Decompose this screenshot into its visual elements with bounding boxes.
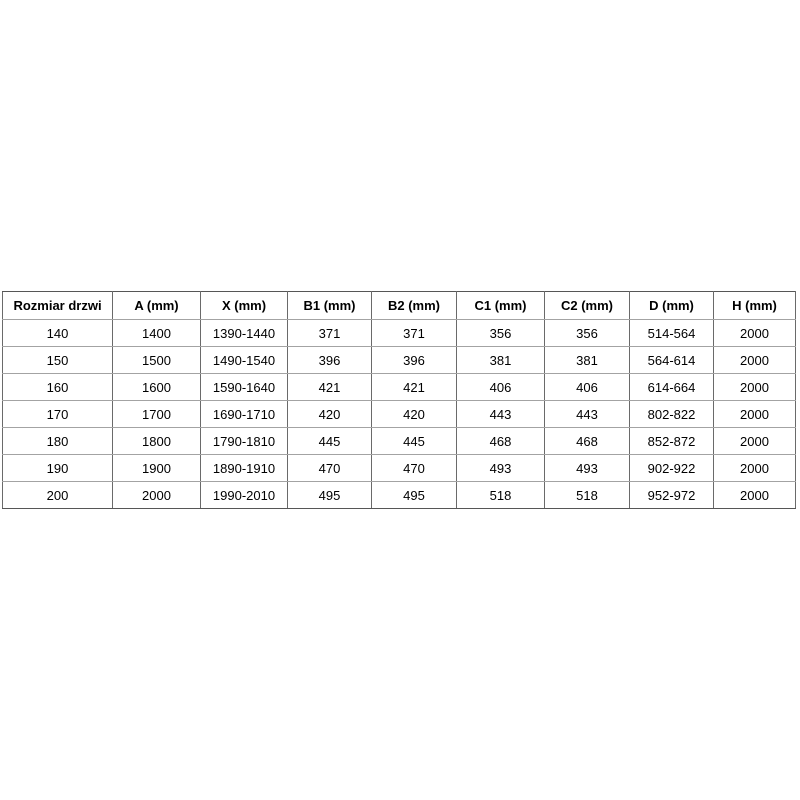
table-cell: 802-822 — [629, 400, 714, 428]
table-cell: 1690-1710 — [200, 400, 288, 428]
table-cell: 1400 — [112, 319, 201, 347]
table-cell: 470 — [371, 454, 457, 482]
table-cell: 2000 — [713, 427, 796, 455]
table-row: 180 1800 1790-1810 445 445 468 468 852-872 2000 — [2, 427, 796, 455]
column-header: A (mm) — [112, 291, 201, 320]
table-cell: 180 — [2, 427, 113, 455]
table-row: 140 1400 1390-1440 371 371 356 356 514-564 2000 — [2, 319, 796, 347]
table-cell: 1900 — [112, 454, 201, 482]
column-header: D (mm) — [629, 291, 714, 320]
table-cell: 150 — [2, 346, 113, 374]
table-cell: 190 — [2, 454, 113, 482]
column-header: X (mm) — [200, 291, 288, 320]
table-body: 140 1400 1390-1440 371 371 356 356 514-564 2000 1… — [2, 319, 796, 509]
table-cell: 381 — [456, 346, 545, 374]
table-cell: 1390-1440 — [200, 319, 288, 347]
table-cell: 1490-1540 — [200, 346, 288, 374]
door-sizing-table: Rozmiar drzwi A (mm) X (mm) B1 (mm) B2 (mm) C… — [2, 291, 796, 509]
table-cell: 420 — [371, 400, 457, 428]
table-cell: 445 — [371, 427, 457, 455]
table-cell: 1600 — [112, 373, 201, 401]
table-cell: 381 — [544, 346, 630, 374]
table-cell: 200 — [2, 481, 113, 509]
table-cell: 396 — [371, 346, 457, 374]
table-cell: 160 — [2, 373, 113, 401]
table-cell: 421 — [371, 373, 457, 401]
column-header: B2 (mm) — [371, 291, 457, 320]
table-cell: 420 — [287, 400, 372, 428]
column-header: C2 (mm) — [544, 291, 630, 320]
table-cell: 1800 — [112, 427, 201, 455]
table-cell: 952-972 — [629, 481, 714, 509]
table-row: 170 1700 1690-1710 420 420 443 443 802-822 2000 — [2, 400, 796, 428]
table-cell: 170 — [2, 400, 113, 428]
table-cell: 470 — [287, 454, 372, 482]
table-cell: 852-872 — [629, 427, 714, 455]
table-cell: 2000 — [713, 454, 796, 482]
table-cell: 495 — [287, 481, 372, 509]
table-cell: 2000 — [713, 373, 796, 401]
column-header: B1 (mm) — [287, 291, 372, 320]
table-cell: 1500 — [112, 346, 201, 374]
table-cell: 1890-1910 — [200, 454, 288, 482]
table-row: 200 2000 1990-2010 495 495 518 518 952-972 2000 — [2, 481, 796, 509]
table-row: 150 1500 1490-1540 396 396 381 381 564-614 2000 — [2, 346, 796, 374]
table-cell: 445 — [287, 427, 372, 455]
column-header: Rozmiar drzwi — [2, 291, 113, 320]
table-cell: 902-922 — [629, 454, 714, 482]
table-cell: 421 — [287, 373, 372, 401]
column-header: H (mm) — [713, 291, 796, 320]
table-cell: 514-564 — [629, 319, 714, 347]
table-cell: 406 — [544, 373, 630, 401]
table-row: 190 1900 1890-1910 470 470 493 493 902-922 2000 — [2, 454, 796, 482]
column-header: C1 (mm) — [456, 291, 545, 320]
table-cell: 356 — [456, 319, 545, 347]
table-cell: 2000 — [713, 319, 796, 347]
table-cell: 493 — [456, 454, 545, 482]
table-cell: 396 — [287, 346, 372, 374]
table-cell: 443 — [456, 400, 545, 428]
table-row: 160 1600 1590-1640 421 421 406 406 614-664 2000 — [2, 373, 796, 401]
table-cell: 1590-1640 — [200, 373, 288, 401]
table-cell: 614-664 — [629, 373, 714, 401]
table-cell: 2000 — [112, 481, 201, 509]
table-cell: 1990-2010 — [200, 481, 288, 509]
table-cell: 371 — [371, 319, 457, 347]
table-cell: 443 — [544, 400, 630, 428]
table-cell: 2000 — [713, 481, 796, 509]
table-cell: 493 — [544, 454, 630, 482]
table-cell: 356 — [544, 319, 630, 347]
table-cell: 495 — [371, 481, 457, 509]
header-row: Rozmiar drzwi A (mm) X (mm) B1 (mm) B2 (mm) C… — [2, 291, 796, 320]
table-cell: 406 — [456, 373, 545, 401]
table-cell: 1700 — [112, 400, 201, 428]
table-cell: 2000 — [713, 346, 796, 374]
table-cell: 140 — [2, 319, 113, 347]
table-cell: 2000 — [713, 400, 796, 428]
table-cell: 1790-1810 — [200, 427, 288, 455]
table-cell: 564-614 — [629, 346, 714, 374]
table-cell: 518 — [456, 481, 545, 509]
table-cell: 371 — [287, 319, 372, 347]
table-cell: 468 — [456, 427, 545, 455]
table-cell: 518 — [544, 481, 630, 509]
table-cell: 468 — [544, 427, 630, 455]
